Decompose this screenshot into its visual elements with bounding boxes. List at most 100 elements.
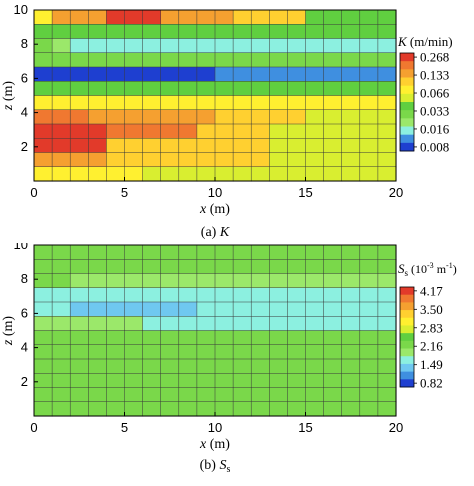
heatmap-cell (250, 81, 270, 97)
heatmap-cell (33, 52, 53, 68)
heatmap-cell (178, 344, 198, 360)
heatmap-cell (377, 95, 397, 111)
heatmap-cell (160, 301, 180, 317)
colorbar-label: 3.50 (420, 302, 443, 317)
heatmap-cell (377, 38, 397, 54)
heatmap-cell (88, 344, 107, 360)
heatmap-cell (287, 152, 307, 168)
colorbar-label: 0.033 (420, 103, 449, 118)
colorbar-label: 2.83 (420, 320, 443, 335)
heatmap-cell (359, 152, 379, 168)
heatmap-cell (323, 401, 343, 417)
heatmap-cell (305, 52, 325, 68)
heatmap-cell (51, 38, 71, 54)
heatmap-cell (214, 287, 234, 303)
heatmap-cell (178, 301, 198, 317)
heatmap-cell (359, 316, 379, 332)
heatmap-cell (377, 109, 397, 125)
heatmap-cell (88, 244, 107, 260)
y-tick-label: 6 (21, 305, 28, 320)
heatmap-cell (377, 52, 397, 68)
heatmap-cell (359, 344, 379, 360)
heatmap-cell (269, 401, 288, 417)
heatmap-cell (88, 52, 107, 68)
heatmap-cell (250, 401, 270, 417)
heatmap-cell (323, 66, 343, 82)
colorbar-segment (400, 379, 414, 388)
heatmap-cell (51, 52, 71, 68)
heatmap-cell (214, 138, 234, 154)
colorbar-segment (400, 356, 414, 365)
colorbar-segment (400, 287, 414, 296)
heatmap-cell (377, 123, 397, 139)
heatmap-cell (88, 401, 107, 417)
heatmap-cell (341, 152, 361, 168)
heatmap-cell (305, 38, 325, 54)
y-tick-label: 6 (21, 70, 28, 85)
heatmap-cell (88, 123, 107, 139)
heatmap-cell (106, 273, 126, 289)
heatmap-cell (51, 66, 71, 82)
heatmap-cell (178, 166, 198, 182)
heatmap-cell (88, 166, 107, 182)
colorbar: 0.268 0.133 0.066 0.033 0.016 0.008 (399, 50, 450, 154)
heatmap-cell (214, 52, 234, 68)
y-tick-label: 10 (14, 243, 28, 252)
heatmap-cell (160, 152, 180, 168)
heatmap-cell (359, 273, 379, 289)
heatmap-cell (359, 81, 379, 97)
heatmap-cell (269, 287, 288, 303)
heatmap-cell (178, 95, 198, 111)
colorbar-segment (400, 294, 414, 303)
heatmap-cell (51, 387, 71, 403)
heatmap-cell (178, 81, 198, 97)
heatmap-cell (250, 95, 270, 111)
heatmap-cell (359, 387, 379, 403)
heatmap-cell (33, 316, 53, 332)
heatmap-cell (106, 316, 126, 332)
heatmap-cell (160, 273, 180, 289)
heatmap-cell (196, 373, 216, 389)
heatmap-cell (124, 81, 144, 97)
heatmap-cell (287, 109, 307, 125)
heatmap-cell (33, 387, 53, 403)
heatmap-cell (323, 373, 343, 389)
heatmap-cell (232, 259, 252, 275)
heatmap-cell (305, 259, 325, 275)
heatmap-cell (106, 52, 126, 68)
heatmap-cell (250, 273, 270, 289)
heatmap-cell (214, 401, 234, 417)
heatmap-cell (341, 109, 361, 125)
heatmap-cell (124, 287, 144, 303)
heatmap-cell (51, 330, 71, 346)
heatmap-cell (124, 66, 144, 82)
heatmap-cell (51, 301, 71, 317)
heatmap-cell (160, 344, 180, 360)
heatmap-cell (142, 138, 162, 154)
heatmap-cell (88, 138, 107, 154)
heatmap-cell (232, 330, 252, 346)
heatmap-cell (323, 259, 343, 275)
heatmap-cell (51, 123, 71, 139)
heatmap-cell (160, 24, 180, 40)
heatmap-cell (88, 358, 107, 374)
heatmap-cell (377, 344, 397, 360)
heatmap-cell (33, 344, 53, 360)
heatmap-cell (142, 123, 162, 139)
x-tick-label: 20 (389, 420, 403, 435)
x-axis-label: x (m) (199, 202, 230, 217)
colorbar-segment (400, 134, 414, 144)
heatmap-cell (178, 387, 198, 403)
colorbar-segment (400, 363, 414, 373)
heatmap-cell (88, 273, 107, 289)
heatmap-cell (250, 330, 270, 346)
heatmap-cell (377, 330, 397, 346)
heatmap-cell (196, 52, 216, 68)
colorbar-segment (400, 126, 414, 136)
heatmap-cell (51, 373, 71, 389)
heatmap-cell (377, 316, 397, 332)
colorbar-segment (400, 340, 414, 349)
colorbar-segment (400, 348, 414, 357)
y-tick-label: 2 (21, 139, 28, 154)
heatmap-cell (88, 316, 107, 332)
